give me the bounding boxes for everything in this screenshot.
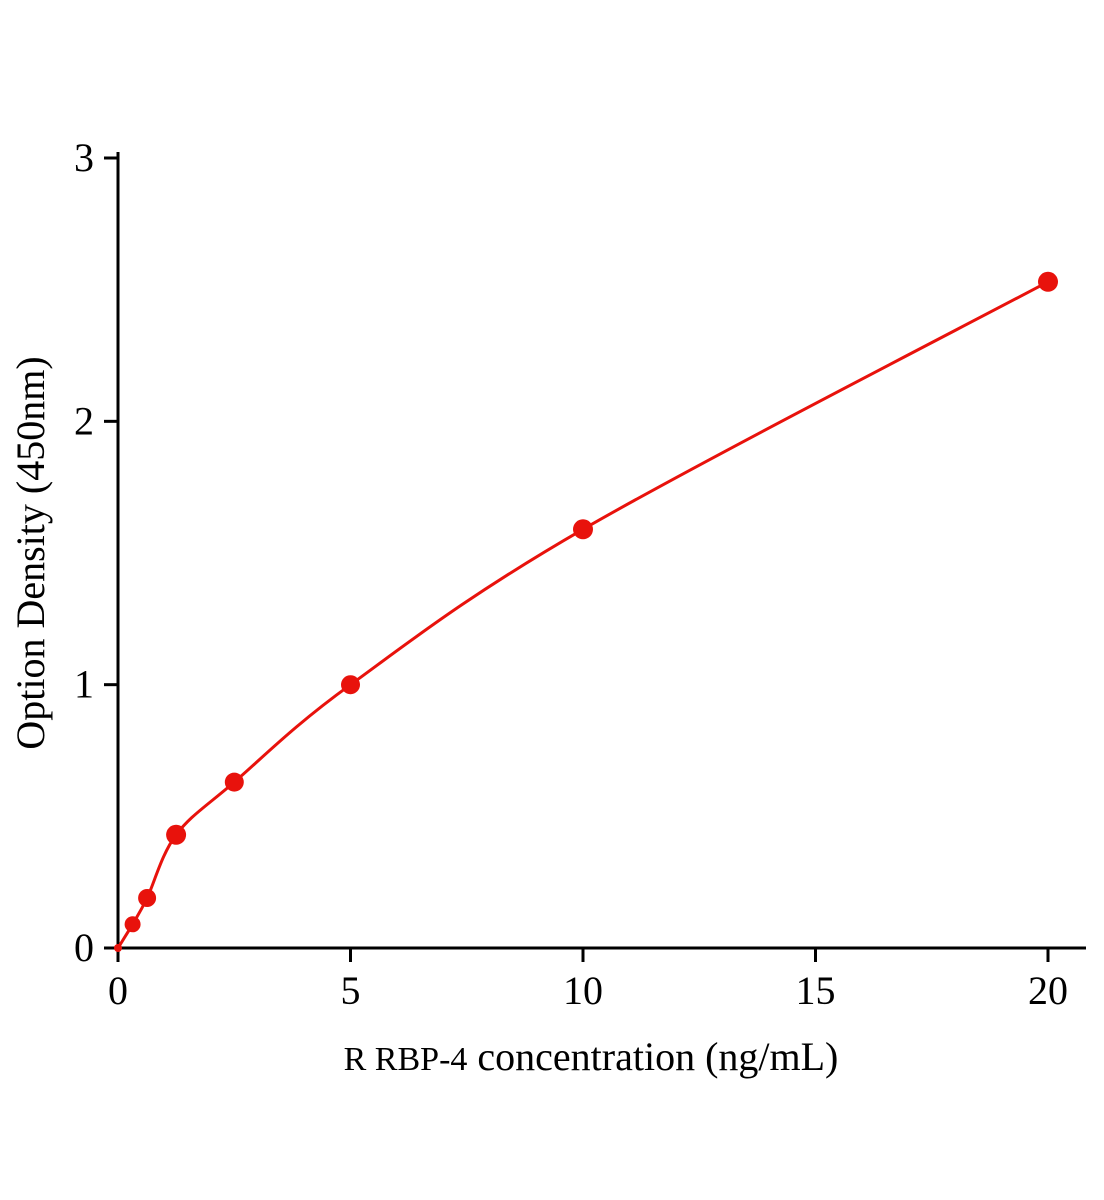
y-tick-label: 1 <box>74 662 94 707</box>
y-tick-label: 0 <box>74 925 94 970</box>
data-point-marker <box>224 772 244 792</box>
x-tick-label: 10 <box>563 968 603 1013</box>
data-point-marker <box>166 824 187 845</box>
data-point-marker <box>341 675 360 695</box>
x-tick-label: 5 <box>341 968 361 1013</box>
y-tick-label: 3 <box>74 135 94 180</box>
x-axis-title: R RBP-4 concentration (ng/mL) <box>344 1034 839 1079</box>
x-tick-label: 20 <box>1028 968 1068 1013</box>
x-tick-label: 0 <box>108 968 128 1013</box>
fitted-curve <box>116 280 1050 950</box>
y-tick-label: 2 <box>74 398 94 443</box>
data-point-marker <box>1038 271 1058 292</box>
data-point-marker <box>138 889 157 907</box>
data-point-marker <box>114 944 122 952</box>
y-axis-title: Option Density (450nm) <box>8 356 53 749</box>
data-point-marker <box>573 519 593 540</box>
data-point-marker <box>124 916 141 933</box>
x-tick-label: 15 <box>796 968 836 1013</box>
